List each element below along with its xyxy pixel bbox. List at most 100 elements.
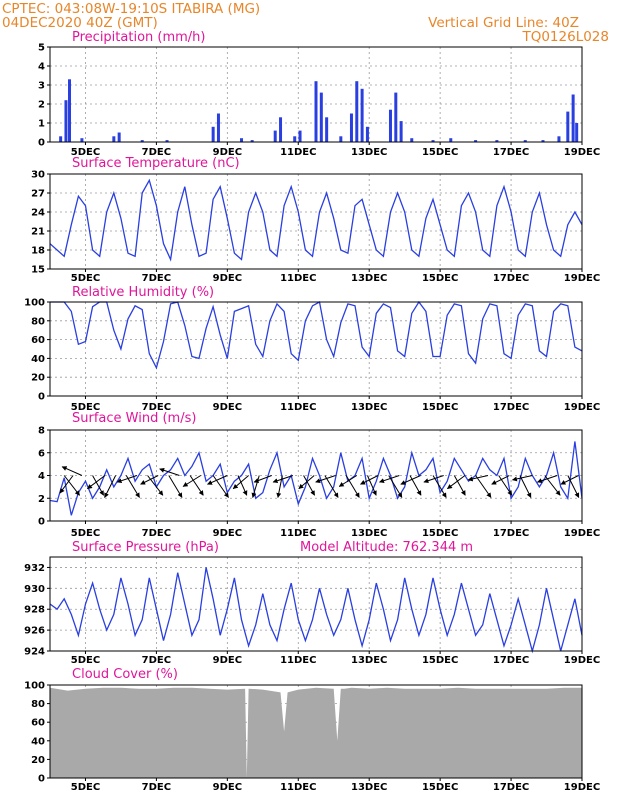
rh-ytick-3: 60: [31, 335, 45, 346]
precip-ytick-0: 0: [38, 138, 45, 149]
wind-arrow-17: [232, 475, 249, 490]
temp-ytick-3: 24: [31, 208, 45, 219]
wind-panel: 0 2 4 6 8 5DEC 7DEC 9DEC 11DEC 13DEC 15DEC 17DEC 19D…: [38, 426, 600, 540]
wind-arrow-31: [379, 475, 400, 484]
temp-xtick-3: 11DEC: [280, 273, 316, 284]
temp-xtick-5: 15DEC: [422, 273, 458, 284]
pres-xtick-4: 13DEC: [351, 655, 387, 666]
wind-arrow-41: [491, 475, 510, 485]
pres-ytick-0: 924: [24, 647, 45, 658]
precip-frame: [49, 46, 583, 143]
precip-bar-20: [349, 113, 353, 142]
precip-bar-31: [495, 140, 499, 142]
precip-ytick-2: 2: [38, 100, 45, 111]
precip-bar-16: [314, 81, 318, 142]
wind-arrow-23: [298, 475, 315, 490]
wind-arrow-25: [315, 475, 336, 484]
wind-arrow-4: [87, 475, 106, 490]
precip-xtick-2: 9DEC: [213, 147, 242, 158]
temp-xtick-7: 19DEC: [564, 273, 600, 284]
precip-bar-9: [216, 113, 220, 142]
wind-ytick-2: 4: [38, 471, 45, 482]
pres-panel: 924 926 928 930 932 5DEC 7DEC 9DEC 11DEC 13DEC 15D…: [24, 556, 600, 666]
precip-ytick-1: 1: [38, 119, 45, 130]
pres-ytick-1: 926: [24, 626, 45, 637]
wind-xtick-4: 13DEC: [351, 528, 387, 539]
wind-arrow-3: [92, 475, 105, 496]
cloud-ytick-3: 60: [31, 718, 45, 729]
precip-bar-22: [360, 88, 364, 142]
precip-bar-29: [449, 138, 453, 142]
rh-title: Relative Humidity (%): [72, 285, 214, 300]
wind-xtick-7: 19DEC: [564, 528, 600, 539]
temp-panel: 15 18 21 24 27 30 5DEC 7DEC 9DEC 11DEC 13DEC 15DEC 1…: [31, 170, 600, 285]
precip-bar-13: [279, 117, 283, 142]
temp-ytick-4: 27: [31, 189, 45, 200]
wind-arrow-47: [560, 475, 579, 485]
precip-bar-14: [293, 136, 297, 142]
precip-bar-5: [117, 132, 121, 142]
temp-ytick-0: 15: [31, 265, 45, 276]
precip-xtick-0: 5DEC: [71, 147, 100, 158]
pres-line: [49, 567, 583, 654]
precip-bar-12: [273, 130, 277, 142]
wind-arrow-1: [59, 475, 74, 494]
header-run-date: 04DEC2020 40Z (GMT): [2, 15, 158, 31]
wind-arrow-45: [536, 475, 558, 484]
temp-ytick-2: 21: [31, 227, 45, 238]
precip-bar-28: [431, 140, 435, 142]
cloud-xtick-0: 5DEC: [71, 782, 100, 793]
rh-ytick-2: 40: [31, 354, 45, 365]
wind-arrow-29: [360, 475, 379, 485]
precip-xtick-4: 13DEC: [351, 147, 387, 158]
rh-xtick-1: 7DEC: [142, 402, 171, 413]
cloud-ytick-5: 100: [24, 681, 45, 692]
wind-line: [49, 441, 583, 516]
precip-bar-4: [112, 136, 116, 142]
temp-line: [49, 178, 583, 262]
precip-bar-35: [566, 111, 570, 142]
pres-ytick-3: 930: [24, 584, 45, 595]
temp-xtick-2: 9DEC: [213, 273, 242, 284]
wind-arrow-0: [63, 475, 80, 496]
precip-bar-36: [571, 94, 575, 142]
wind-arrow-26: [345, 475, 360, 498]
wind-arrow-6: [125, 475, 140, 498]
cloud-xtick-7: 19DEC: [564, 782, 600, 793]
precip-bar-23: [365, 126, 369, 142]
rh-xtick-0: 5DEC: [71, 402, 100, 413]
rh-xtick-3: 11DEC: [280, 402, 316, 413]
cloud-frame: [49, 684, 583, 779]
pres-ytick-4: 932: [24, 563, 45, 574]
wind-ytick-4: 8: [38, 426, 45, 437]
precip-bar-32: [523, 140, 527, 142]
pres-xtick-6: 17DEC: [493, 655, 529, 666]
precip-bar-33: [541, 140, 545, 142]
precip-bar-3: [80, 138, 84, 142]
pres-xtick-2: 9DEC: [213, 655, 242, 666]
wind-arrow-28: [366, 475, 377, 496]
panels-layer: 0 1 2 3 4 5 5DEC 7DEC 9DEC 11DEC 13DEC 15DEC 17DEC 19…: [24, 43, 600, 794]
pres-altitude: Model Altitude: 762.344 m: [300, 540, 473, 555]
cloud-xtick-6: 17DEC: [493, 782, 529, 793]
cloud-panel: 0 20 40 60 80 100 5DEC 7DEC 9DEC 11DEC 13DEC 15DEC 1…: [24, 681, 600, 794]
precip-bar-18: [325, 117, 329, 142]
precip-xtick-7: 19DEC: [564, 147, 600, 158]
precip-xtick-1: 7DEC: [142, 147, 171, 158]
wind-arrow-40: [498, 475, 513, 496]
precip-bar-7: [165, 140, 169, 142]
temp-xtick-6: 17DEC: [493, 273, 529, 284]
precip-panel: 0 1 2 3 4 5 5DEC 7DEC 9DEC 11DEC 13DEC 15DEC 17DEC 19…: [38, 43, 600, 159]
wind-arrow-10: [168, 475, 183, 498]
pres-xtick-0: 5DEC: [71, 655, 100, 666]
rh-ytick-0: 0: [38, 392, 45, 403]
precip-ytick-4: 4: [38, 62, 45, 73]
precip-title: Precipitation (mm/h): [72, 30, 205, 45]
wind-arrow-46: [567, 475, 580, 498]
wind-xtick-2: 9DEC: [213, 528, 242, 539]
pres-xtick-5: 15DEC: [422, 655, 458, 666]
cloud-ytick-0: 0: [38, 774, 45, 785]
cloud-xtick-3: 11DEC: [280, 782, 316, 793]
precip-ytick-5: 5: [38, 43, 45, 54]
